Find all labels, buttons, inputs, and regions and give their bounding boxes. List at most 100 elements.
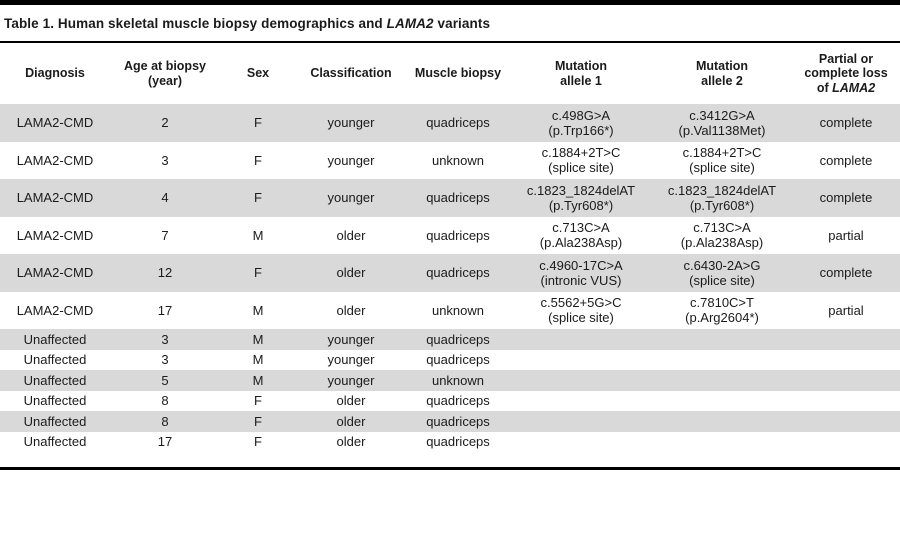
cell-muscle-biopsy: unknown [431,302,485,318]
cell-sex: F [254,190,262,206]
cell-muscle-biopsy: unknown [431,152,485,168]
cell-mutation-allele1: c.4960-17C>A (intronic VUS) [539,257,623,288]
cell-diagnosis: Unaffected [23,393,87,409]
column-header-classification: Classification [310,66,392,81]
cell-age: 3 [161,152,169,168]
cell-muscle-biopsy: quadriceps [426,115,490,131]
cell-mutation-allele2: c.7810C>T (p.Arg2604*) [685,295,759,326]
cell-age: 12 [157,265,173,281]
column-header-sex: Sex [246,66,270,81]
top-rule [0,0,900,5]
cell-diagnosis: LAMA2-CMD [16,227,94,243]
table-row: Unaffected 8 F older quadriceps [0,411,900,432]
cell-classification: older [336,413,366,429]
column-header-allele1: Mutation allele 1 [554,59,608,88]
cell-mutation-allele1: c.1884+2T>C (splice site) [541,145,621,176]
cell-classification: younger [327,331,375,347]
cell-muscle-biopsy: quadriceps [426,434,490,450]
cell-mutation-allele1: c.498G>A (p.Trp166*) [548,107,614,138]
cell-sex: F [254,434,262,450]
cell-age: 17 [157,302,173,318]
cell-sex: M [252,372,264,388]
cell-mutation-allele2: c.6430-2A>G (splice site) [683,257,761,288]
cell-diagnosis: Unaffected [23,413,87,429]
table-body: LAMA2-CMD 2 F younger quadriceps c.498G>… [0,104,900,452]
cell-diagnosis: LAMA2-CMD [16,115,94,131]
cell-classification: younger [327,152,375,168]
table-title: Table 1. Human skeletal muscle biopsy de… [0,5,900,41]
cell-muscle-biopsy: quadriceps [426,265,490,281]
table-row: LAMA2-CMD 2 F younger quadriceps c.498G>… [0,104,900,142]
column-header-loss: Partial or complete loss of LAMA2 [792,52,900,96]
cell-age: 8 [161,393,169,409]
table-header-row: Diagnosis Age at biopsy (year) Sex Class… [0,43,900,104]
cell-classification: younger [327,115,375,131]
cell-diagnosis: Unaffected [23,434,87,450]
cell-classification: older [336,227,366,243]
cell-diagnosis: LAMA2-CMD [16,190,94,206]
cell-age: 7 [161,227,169,243]
table-title-text: Table 1. Human skeletal muscle biopsy de… [4,15,383,31]
cell-classification: younger [327,190,375,206]
cell-classification: older [336,302,366,318]
cell-mutation-allele2: c.713C>A (p.Ala238Asp) [680,220,764,251]
title-rule [0,41,900,43]
column-header-age: Age at biopsy (year) [124,59,206,88]
cell-classification: older [336,434,366,450]
cell-lama2-loss: complete [819,115,873,131]
table-row: LAMA2-CMD 12 F older quadriceps c.4960-1… [0,254,900,292]
cell-sex: F [254,152,262,168]
cell-sex: F [254,393,262,409]
cell-muscle-biopsy: quadriceps [426,413,490,429]
cell-diagnosis: LAMA2-CMD [16,265,94,281]
cell-age: 3 [161,331,169,347]
cell-sex: M [252,227,264,243]
cell-age: 3 [161,352,169,368]
cell-age: 2 [161,115,169,131]
cell-sex: M [252,302,264,318]
table-title-suffix: variants [437,15,491,31]
cell-muscle-biopsy: unknown [431,372,485,388]
table-row: LAMA2-CMD 17 M older unknown c.5562+5G>C… [0,292,900,330]
cell-classification: younger [327,372,375,388]
cell-sex: F [254,413,262,429]
cell-mutation-allele2: c.1823_1824delAT (p.Tyr608*) [667,182,777,213]
column-header-diagnosis: Diagnosis [25,66,85,81]
cell-sex: F [254,265,262,281]
cell-muscle-biopsy: quadriceps [426,352,490,368]
table-title-gene-italic: LAMA2 [386,15,434,31]
cell-lama2-loss: complete [819,190,873,206]
cell-age: 8 [161,413,169,429]
cell-mutation-allele1: c.1823_1824delAT (p.Tyr608*) [526,182,636,213]
table-row: LAMA2-CMD 4 F younger quadriceps c.1823_… [0,179,900,217]
cell-age: 5 [161,372,169,388]
cell-mutation-allele1: c.713C>A (p.Ala238Asp) [539,220,623,251]
cell-mutation-allele2: c.1884+2T>C (splice site) [682,145,762,176]
cell-age: 17 [157,434,173,450]
cell-diagnosis: LAMA2-CMD [16,152,94,168]
cell-muscle-biopsy: quadriceps [426,227,490,243]
table-1: Table 1. Human skeletal muscle biopsy de… [0,0,900,470]
cell-sex: M [252,331,264,347]
cell-muscle-biopsy: quadriceps [426,190,490,206]
cell-diagnosis: Unaffected [23,352,87,368]
table-row: Unaffected 3 M younger quadriceps [0,329,900,350]
column-header-allele2: Mutation allele 2 [695,59,749,88]
cell-lama2-loss: complete [819,265,873,281]
cell-lama2-loss: partial [828,227,864,243]
bottom-rule [0,467,900,470]
cell-diagnosis: LAMA2-CMD [16,302,94,318]
column-header-muscle-biopsy: Muscle biopsy [414,66,502,81]
column-header-loss-gene-italic: LAMA2 [832,80,876,95]
cell-mutation-allele2: c.3412G>A (p.Val1138Met) [678,107,766,138]
table-row: LAMA2-CMD 7 M older quadriceps c.713C>A … [0,217,900,255]
cell-diagnosis: Unaffected [23,331,87,347]
table-row: Unaffected 3 M younger quadriceps [0,350,900,371]
cell-classification: younger [327,352,375,368]
column-header-loss-text: Partial or complete loss of [804,51,888,95]
table-row: Unaffected 5 M younger unknown [0,370,900,391]
cell-lama2-loss: partial [828,302,864,318]
table-row: Unaffected 8 F older quadriceps [0,391,900,412]
cell-mutation-allele1: c.5562+5G>C (splice site) [540,295,622,326]
cell-muscle-biopsy: quadriceps [426,331,490,347]
